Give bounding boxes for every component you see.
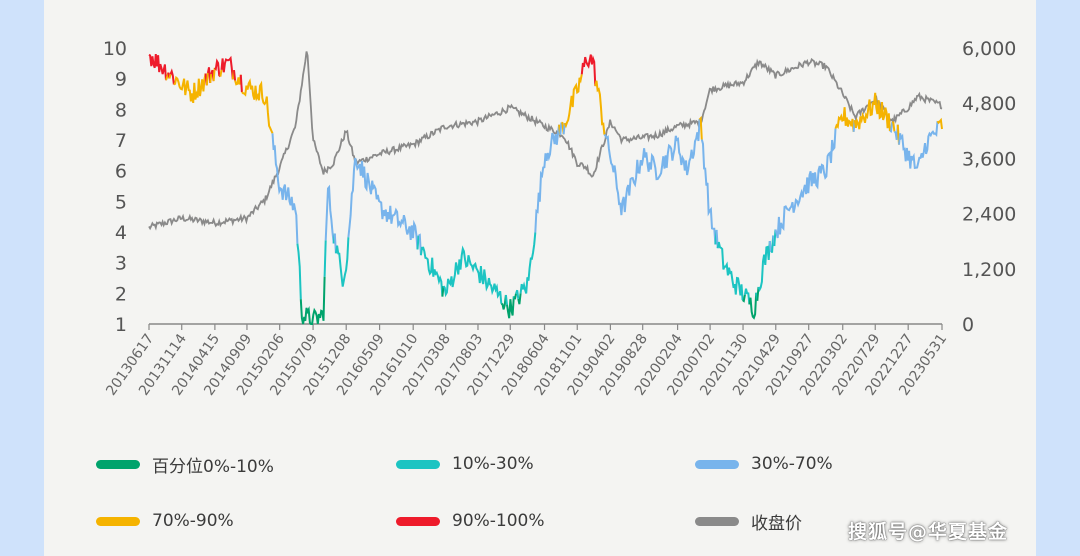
percentile-line-segment [416, 235, 420, 250]
percentile-line-segment [173, 73, 207, 104]
percentile-line-segment [594, 80, 606, 135]
legend-swatch [96, 516, 140, 526]
legend-item: 30%-70% [695, 452, 833, 476]
percentile-line-segment [768, 240, 772, 253]
percentile-line-segment [698, 115, 703, 140]
percentile-line-segment [299, 276, 326, 325]
percentile-line-segment [716, 241, 744, 301]
percentile-line-segment [757, 240, 771, 292]
percentile-line-segment [774, 128, 837, 239]
percentile-line-segment [213, 58, 222, 78]
watermark-text: 搜狐号@华夏基金 [847, 521, 1008, 543]
y-right-tick-label: 6,000 [962, 38, 1016, 60]
y-left-tick-label: 2 [115, 283, 127, 305]
percentile-line-segment [559, 122, 563, 136]
percentile-line-segment [603, 119, 701, 216]
legend-label: 百分位0%-10% [152, 456, 274, 477]
y-left-tick-label: 1 [115, 314, 127, 336]
percentile-line-segment [442, 245, 503, 304]
percentile-line-segment [334, 237, 350, 287]
y-left-tick-label: 10 [103, 38, 127, 60]
percentile-line-segment [212, 67, 216, 82]
legend-item: 收盘价 [695, 509, 802, 534]
percentile-line-segment [239, 74, 243, 93]
percentile-line-segment [834, 107, 855, 132]
legend-item: 百分位0%-10% [96, 452, 274, 477]
percentile-line-segment [271, 133, 299, 244]
legend-swatch [96, 459, 140, 469]
percentile-line-segment [296, 243, 302, 300]
percentile-line-segment [748, 292, 758, 320]
percentile-line-segment [506, 296, 515, 319]
legend-item: 10%-30% [396, 452, 534, 476]
y-left-tick-label: 5 [115, 191, 127, 213]
percentile-line-segment [220, 55, 234, 80]
percentile-line-segment [742, 294, 746, 303]
percentile-line-segment [853, 92, 891, 131]
y-left-tick-label: 8 [115, 99, 127, 121]
legend-swatch [695, 459, 739, 469]
y-left-tick-label: 6 [115, 161, 127, 183]
legend-swatch [396, 459, 440, 469]
percentile-line-segment [517, 293, 522, 305]
legend-label: 收盘价 [751, 513, 802, 534]
percentile-line-segment [500, 294, 507, 310]
percentile-line-segment [700, 139, 717, 245]
y-left-tick-label: 3 [115, 253, 127, 275]
percentile-line-segment [233, 69, 237, 81]
chart-card: 1 2 3 4 5 6 7 8 9 10 0 1,200 2,400 3,600 4,800 6,000 201… [44, 0, 1036, 556]
percentile-line-segment [206, 67, 212, 83]
percentile-line-segment [169, 68, 175, 85]
percentile-line-segment [893, 124, 899, 140]
legend-label: 10%-30% [452, 454, 534, 474]
percentile-line-segment [418, 233, 422, 256]
close-price-line [148, 51, 943, 231]
percentile-line-segment [504, 294, 508, 305]
percentile-line-segment [419, 246, 444, 297]
percentile-line-segment [148, 53, 167, 81]
percentile-line-segment [563, 74, 583, 129]
y-left-tick-label: 7 [115, 130, 127, 152]
percentile-line-segment [936, 117, 943, 130]
percentile-line-segment [891, 121, 896, 132]
chart-svg: 1234567891001,2002,4003,6004,8006,000201… [103, 38, 1017, 399]
y-right-tick-label: 1,200 [962, 259, 1016, 281]
percentile-line-segment [513, 293, 517, 300]
legend-swatch [396, 516, 440, 526]
legend-item: 90%-100% [396, 509, 545, 533]
percentile-line-segment [323, 240, 327, 277]
y-left-tick-label: 4 [115, 222, 127, 244]
percentile-line-segment [241, 78, 274, 134]
y-right-tick-label: 3,600 [962, 148, 1016, 170]
percentile-line-segment [515, 289, 520, 300]
legend-item: 70%-90% [96, 509, 234, 533]
percentile-line-segment [205, 72, 209, 86]
legend-label: 30%-70% [751, 454, 833, 474]
percentile-line-segment [441, 285, 445, 297]
percentile-line-segment [889, 121, 894, 133]
percentile-line-segment [324, 184, 335, 244]
percentile-line-segment [519, 232, 537, 294]
y-right-tick-label: 2,400 [962, 204, 1016, 226]
percentile-line-segment [534, 124, 561, 233]
percentile-line-segment [234, 74, 242, 86]
percentile-line-segment [209, 73, 213, 84]
percentile-line-segment [168, 74, 172, 79]
legend-label: 70%-90% [152, 511, 234, 531]
y-right-tick-label: 0 [962, 314, 974, 336]
y-left-tick-label: 9 [115, 69, 127, 91]
percentile-line-segment [219, 69, 223, 77]
percentile-line-segment [743, 288, 751, 305]
percentile-line-segment [756, 286, 760, 301]
y-right-tick-label: 4,800 [962, 93, 1016, 115]
percentile-line-segment [347, 157, 419, 250]
percentile-line-segment [580, 54, 597, 87]
percentile-line-segment [898, 121, 939, 169]
legend-label: 90%-100% [452, 511, 545, 531]
legend-swatch [695, 516, 739, 526]
